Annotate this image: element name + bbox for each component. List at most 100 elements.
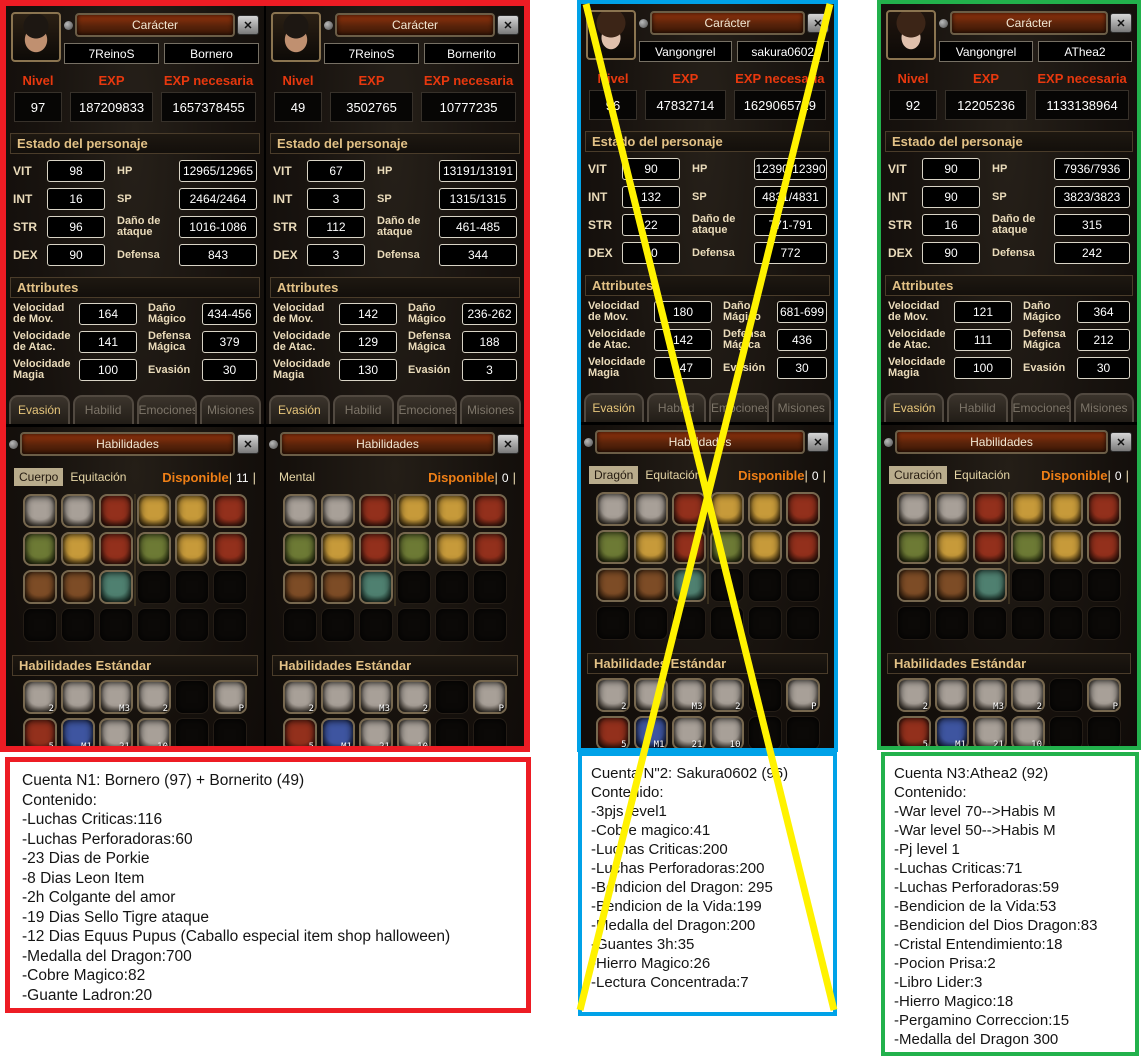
tab-emociones[interactable]: Emociones: [1010, 393, 1071, 422]
tab-evasion[interactable]: Evasión: [584, 393, 644, 422]
skill-icon[interactable]: [321, 494, 355, 528]
skill-icon[interactable]: [137, 532, 171, 566]
skill-icon[interactable]: [633, 530, 668, 564]
close-icon[interactable]: ✕: [807, 432, 829, 452]
skill-icon[interactable]: [595, 492, 630, 526]
tab-habilid[interactable]: Habilid: [947, 393, 1008, 422]
skill-icon[interactable]: P: [213, 680, 247, 714]
skill-icon[interactable]: [1011, 492, 1045, 526]
character-titlebar[interactable]: Carácter ✕: [939, 10, 1132, 36]
tab-misiones[interactable]: Misiones: [200, 395, 261, 424]
skill-icon[interactable]: 10: [137, 718, 171, 746]
skills-titlebar[interactable]: Habilidades ✕: [584, 429, 829, 455]
skill-icon[interactable]: [321, 570, 355, 604]
skill-icon[interactable]: [137, 494, 171, 528]
skill-icon[interactable]: [633, 492, 668, 526]
skill-icon[interactable]: [397, 494, 431, 528]
skill-icon[interactable]: 5: [897, 716, 931, 746]
skill-icon[interactable]: [1087, 530, 1121, 564]
skill-icon[interactable]: [23, 532, 57, 566]
skill-icon[interactable]: [359, 532, 393, 566]
tab-emociones[interactable]: Emociones: [396, 395, 458, 424]
skill-icon[interactable]: 2: [23, 680, 57, 714]
skill-icon[interactable]: [61, 680, 95, 714]
skill-icon[interactable]: [897, 568, 931, 602]
skills-titlebar[interactable]: Habilidades ✕: [269, 431, 519, 457]
skill-icon[interactable]: [633, 568, 668, 602]
skill-icon[interactable]: M1: [935, 716, 969, 746]
skill-icon[interactable]: [283, 532, 317, 566]
skill-icon[interactable]: 2: [397, 680, 431, 714]
skill-icon[interactable]: [283, 494, 317, 528]
skill-icon[interactable]: [359, 494, 393, 528]
close-icon[interactable]: ✕: [807, 13, 829, 33]
skill-icon[interactable]: [175, 494, 209, 528]
skill-icon[interactable]: [1087, 492, 1121, 526]
skill-icon[interactable]: [671, 530, 706, 564]
skills-titlebar[interactable]: Habilidades ✕: [884, 429, 1132, 455]
close-icon[interactable]: ✕: [237, 15, 259, 35]
skill-icon[interactable]: 21: [671, 716, 706, 748]
skill-icon[interactable]: [23, 570, 57, 604]
skill-icon[interactable]: [435, 494, 469, 528]
skill-icon[interactable]: M3: [99, 680, 133, 714]
skill-icon[interactable]: [897, 530, 931, 564]
skill-icon[interactable]: [709, 530, 744, 564]
skill-icon[interactable]: 2: [283, 680, 317, 714]
skill-icon[interactable]: [359, 570, 393, 604]
skill-group-tab-1[interactable]: Curación: [889, 466, 948, 484]
skill-icon[interactable]: [61, 494, 95, 528]
close-icon[interactable]: ✕: [237, 434, 259, 454]
skill-icon[interactable]: 5: [23, 718, 57, 746]
skill-icon[interactable]: [473, 494, 507, 528]
skill-icon[interactable]: M1: [633, 716, 668, 748]
skill-group-tab-2[interactable]: Equitación: [954, 468, 1011, 482]
skill-icon[interactable]: 2: [709, 678, 744, 712]
skill-icon[interactable]: 5: [283, 718, 317, 746]
skill-icon[interactable]: [935, 568, 969, 602]
skill-group-tab-2[interactable]: Equitación: [70, 470, 127, 484]
skill-icon[interactable]: [175, 532, 209, 566]
skill-icon[interactable]: P: [1087, 678, 1121, 712]
skill-icon[interactable]: [321, 680, 355, 714]
skill-icon[interactable]: [99, 570, 133, 604]
skill-icon[interactable]: [213, 532, 247, 566]
tab-evasion[interactable]: Evasión: [9, 395, 70, 424]
tab-misiones[interactable]: Misiones: [460, 395, 521, 424]
close-icon[interactable]: ✕: [1110, 432, 1132, 452]
tab-emociones[interactable]: Emociones: [136, 395, 198, 424]
skill-icon[interactable]: 21: [99, 718, 133, 746]
skill-group-tab-1[interactable]: Dragón: [589, 466, 639, 484]
skill-icon[interactable]: [935, 492, 969, 526]
skill-icon[interactable]: [897, 492, 931, 526]
skill-icon[interactable]: [99, 532, 133, 566]
skill-icon[interactable]: [935, 530, 969, 564]
skill-icon[interactable]: M3: [359, 680, 393, 714]
skill-icon[interactable]: [595, 530, 630, 564]
skill-icon[interactable]: [973, 568, 1007, 602]
skill-icon[interactable]: [671, 492, 706, 526]
skill-icon[interactable]: [99, 494, 133, 528]
skill-icon[interactable]: 2: [897, 678, 931, 712]
tab-evasion[interactable]: Evasión: [269, 395, 330, 424]
skill-icon[interactable]: P: [473, 680, 507, 714]
skill-group-tab-1[interactable]: Mental: [279, 470, 316, 484]
skill-icon[interactable]: [747, 530, 782, 564]
skill-icon[interactable]: [435, 532, 469, 566]
skill-icon[interactable]: [785, 492, 820, 526]
tab-evasion[interactable]: Evasión: [884, 393, 945, 422]
tab-habilid[interactable]: Habilid: [646, 393, 706, 422]
skill-icon[interactable]: [23, 494, 57, 528]
close-icon[interactable]: ✕: [1110, 13, 1132, 33]
skill-icon[interactable]: M1: [61, 718, 95, 746]
skill-icon[interactable]: 10: [397, 718, 431, 746]
skill-icon[interactable]: M3: [973, 678, 1007, 712]
skill-icon[interactable]: [633, 678, 668, 712]
close-icon[interactable]: ✕: [497, 15, 519, 35]
tab-habilid[interactable]: Habilid: [72, 395, 134, 424]
skill-icon[interactable]: [935, 678, 969, 712]
skill-icon[interactable]: [61, 532, 95, 566]
skill-icon[interactable]: [747, 492, 782, 526]
skill-icon[interactable]: P: [785, 678, 820, 712]
skill-icon[interactable]: [283, 570, 317, 604]
